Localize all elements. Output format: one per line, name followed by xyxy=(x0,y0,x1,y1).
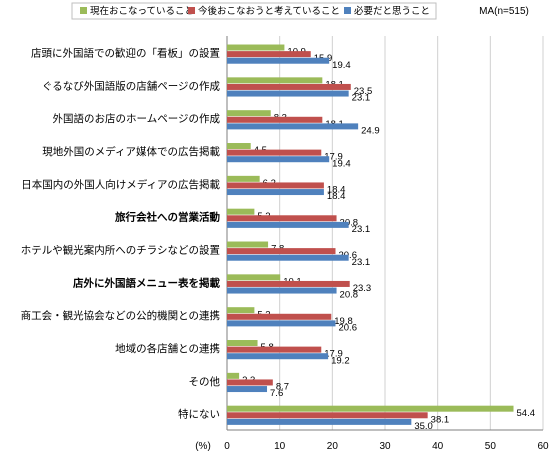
category-label: 店頭に外国語での歓迎の「看板」の設置 xyxy=(31,46,220,59)
sample-note: MA(n=515) xyxy=(479,6,529,17)
bar xyxy=(227,90,349,97)
bar xyxy=(227,320,336,327)
bar xyxy=(227,83,351,90)
bar xyxy=(227,405,514,412)
category-label: 現地外国のメディア媒体での広告掲載 xyxy=(42,145,220,158)
x-tick-label: 10 xyxy=(274,441,286,452)
category-label: ホテルや観光案内所へのチラシなどの設置 xyxy=(21,243,220,256)
data-label: 17.9 xyxy=(324,349,343,360)
legend-swatch xyxy=(188,7,195,14)
bar xyxy=(227,175,260,182)
category-labels: 店頭に外国語での歓迎の「看板」の設置ぐるなび外国語版の店舗ページの作成外国語のお… xyxy=(21,46,221,420)
data-label: 19.4 xyxy=(332,60,351,71)
bar xyxy=(227,77,323,84)
bar xyxy=(227,110,271,117)
data-label: 23.1 xyxy=(352,93,371,104)
x-tick-label: 50 xyxy=(485,441,497,452)
bar xyxy=(227,51,311,58)
legend-label: 必要だと思うこと xyxy=(354,5,430,17)
data-label: 24.9 xyxy=(361,125,380,136)
category-label: 旅行会社への営業活動 xyxy=(115,211,220,224)
bar xyxy=(227,307,255,314)
category-label: 日本国内の外国人向けメディアの広告掲載 xyxy=(21,178,220,191)
legend-swatch xyxy=(344,7,351,14)
legend-swatch xyxy=(80,7,87,14)
data-label: 20.8 xyxy=(340,290,359,301)
data-label: 23.1 xyxy=(352,257,371,268)
data-label: 38.1 xyxy=(431,414,450,425)
data-label: 7.6 xyxy=(270,388,283,399)
category-label: その他 xyxy=(189,375,221,388)
bar xyxy=(227,372,240,379)
grid xyxy=(226,36,544,431)
data-label: 23.5 xyxy=(354,86,373,97)
data-label: 17.9 xyxy=(324,152,343,163)
bar xyxy=(227,280,350,287)
bar xyxy=(227,215,337,222)
category-label: 外国語のお店のホームページの作成 xyxy=(53,112,221,125)
data-label: 23.3 xyxy=(353,283,372,294)
bar xyxy=(227,156,330,163)
bar xyxy=(227,313,332,320)
category-label: 特にない xyxy=(178,409,220,421)
bar xyxy=(227,143,251,150)
bar xyxy=(227,412,428,419)
bar xyxy=(227,241,269,248)
x-tick-label: 0 xyxy=(224,441,230,452)
data-label: 18.4 xyxy=(327,185,346,196)
legend: 現在おこなっていること 今後おこなおうと考えていること 必要だと思うこと xyxy=(80,5,430,17)
category-label: 商工会・観光協会などの公的機関との連携 xyxy=(21,309,220,322)
data-label: 18.4 xyxy=(327,191,346,202)
bar xyxy=(227,189,324,196)
data-label: 19.2 xyxy=(331,355,350,366)
bar xyxy=(227,248,336,255)
data-label: 8.7 xyxy=(276,382,289,393)
data-label: 54.4 xyxy=(517,408,536,419)
legend-label: 現在おこなっていること xyxy=(90,5,194,17)
data-label: 35.0 xyxy=(414,421,433,432)
legend-label: 今後おこなおうと考えていること xyxy=(198,5,340,17)
bars: 10.915.919.418.123.523.18.318.124.94.517… xyxy=(227,44,536,432)
category-label: 地域の各店舗との連携 xyxy=(115,342,220,355)
bar xyxy=(227,340,258,347)
data-label: 19.4 xyxy=(332,158,351,169)
data-label: 20.8 xyxy=(340,217,359,228)
bar xyxy=(227,379,273,386)
unit-label: (%) xyxy=(195,441,211,452)
x-tick-label: 40 xyxy=(432,441,444,452)
x-axis-ticks: 0 10 20 30 40 50 60 xyxy=(224,441,549,452)
category-label: 店外に外国語メニュー表を掲載 xyxy=(72,276,220,289)
bar xyxy=(227,149,322,156)
data-label: 19.8 xyxy=(334,316,353,327)
bar xyxy=(227,116,323,123)
category-label: ぐるなび外国語版の店舗ページの作成 xyxy=(42,79,221,92)
bar xyxy=(227,346,322,353)
bar xyxy=(227,274,281,281)
bar xyxy=(227,386,268,393)
bar xyxy=(227,221,349,228)
bar xyxy=(227,208,255,215)
x-tick-label: 30 xyxy=(379,441,391,452)
x-tick-label: 20 xyxy=(327,441,339,452)
x-tick-label: 60 xyxy=(537,441,549,452)
data-label: 23.1 xyxy=(352,224,371,235)
bar xyxy=(227,44,285,51)
bar xyxy=(227,418,412,425)
bar xyxy=(227,182,324,189)
bar xyxy=(227,353,329,360)
bar xyxy=(227,57,330,64)
bar xyxy=(227,123,359,130)
bar xyxy=(227,254,349,261)
data-label: 20.6 xyxy=(338,322,357,333)
bar xyxy=(227,287,337,294)
